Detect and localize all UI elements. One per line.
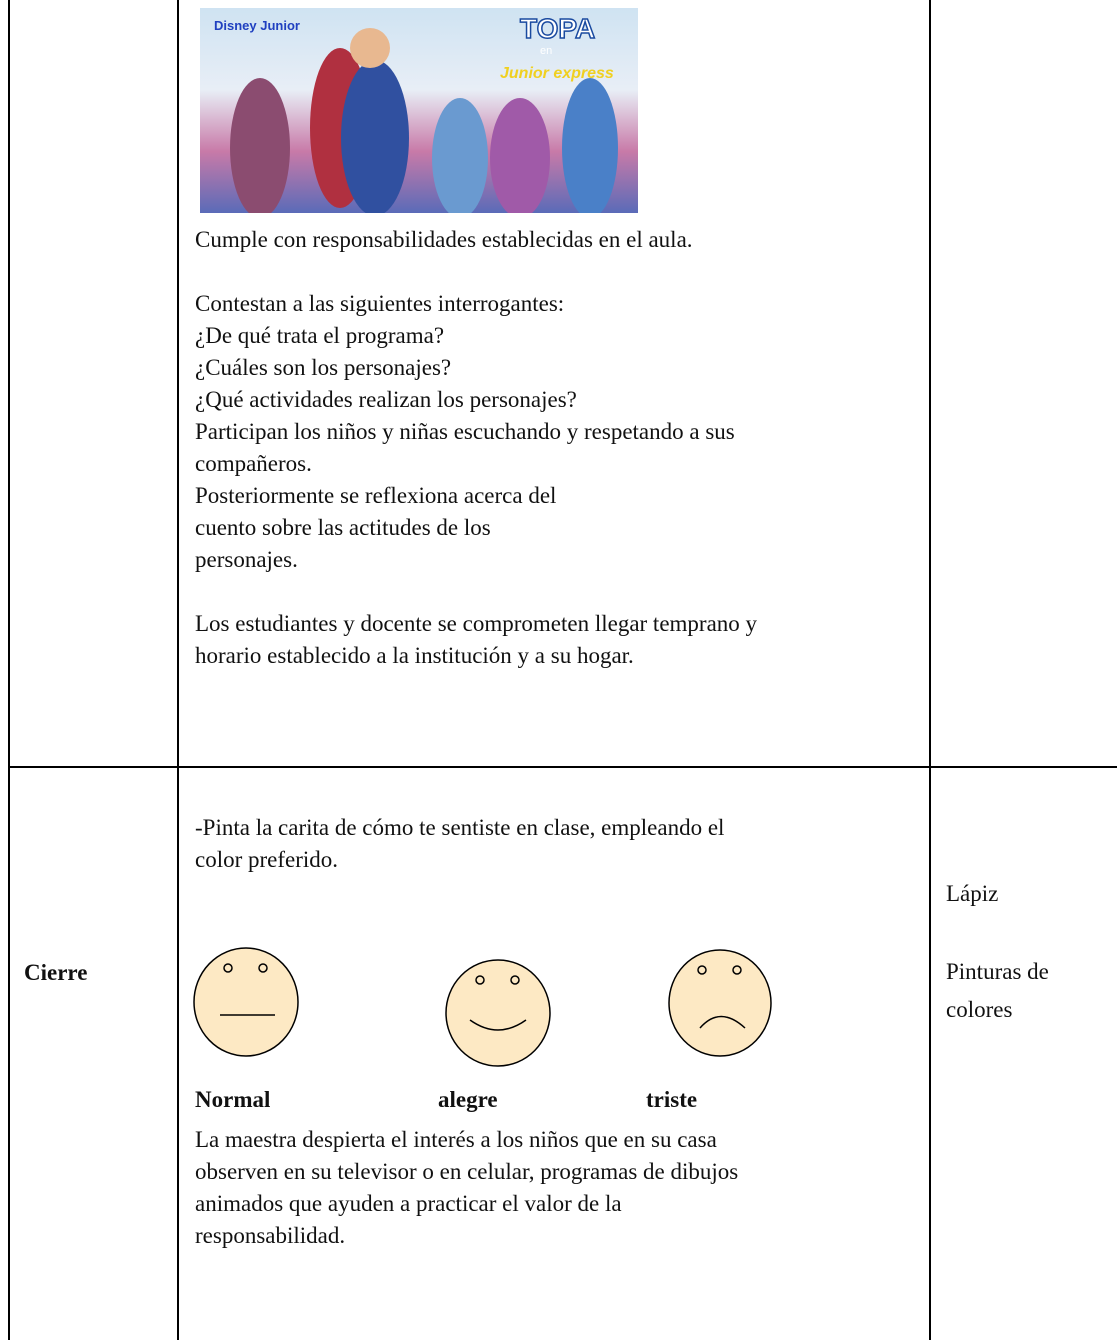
paragraph-line: Contestan a las siguientes interrogantes… [195, 291, 565, 316]
material: Pinturas de [946, 959, 1049, 984]
paragraph-line: compañeros. [195, 451, 312, 476]
paragraph-line: Posteriormente se reflexiona acerca del [195, 483, 557, 508]
paragraph-line: horario establecido a la institución y a… [195, 643, 634, 668]
paragraph-line: cuento sobre las actitudes de los [195, 515, 491, 540]
logo: TOPA [520, 13, 595, 44]
row-label: Cierre [24, 960, 88, 985]
logo: Disney Junior [214, 18, 300, 33]
paragraph-line: Participan los niños y niñas escuchando … [195, 419, 735, 444]
paragraph-line: ¿Cuáles son los personajes? [195, 355, 452, 380]
paragraph-line: Cumple con responsabilidades establecida… [195, 227, 693, 252]
logo: Junior express [500, 65, 614, 82]
face-label: triste [646, 1087, 698, 1112]
paragraph-line: responsabilidad. [195, 1223, 346, 1248]
paragraph-line: observen en su televisor o en celular, p… [195, 1159, 739, 1184]
paragraph-line: ¿Qué actividades realizan los personajes… [195, 387, 577, 412]
paragraph-line: ¿De qué trata el programa? [195, 323, 445, 348]
paragraph-line: La maestra despierta el interés a los ni… [195, 1127, 717, 1152]
border [8, 0, 10, 1340]
border [177, 0, 179, 1340]
material: colores [946, 997, 1013, 1022]
paragraph-line: color preferido. [195, 847, 339, 872]
logo: en [540, 45, 552, 57]
face-label: alegre [438, 1087, 498, 1112]
material: Lápiz [946, 881, 999, 906]
border [929, 0, 931, 1340]
paragraph-line: -Pinta la carita de cómo te sentiste en … [195, 815, 725, 840]
paragraph-line: animados que ayuden a practicar el valor… [195, 1191, 622, 1216]
face-label: Normal [195, 1087, 271, 1112]
paragraph-line: personajes. [195, 547, 298, 572]
border [8, 766, 1117, 768]
tv-show-image: Disney Junior TOPA en Junior express [200, 8, 638, 213]
image-art: Disney Junior TOPA en Junior express [214, 12, 618, 213]
paragraph-line: Los estudiantes y docente se comprometen… [195, 611, 758, 636]
